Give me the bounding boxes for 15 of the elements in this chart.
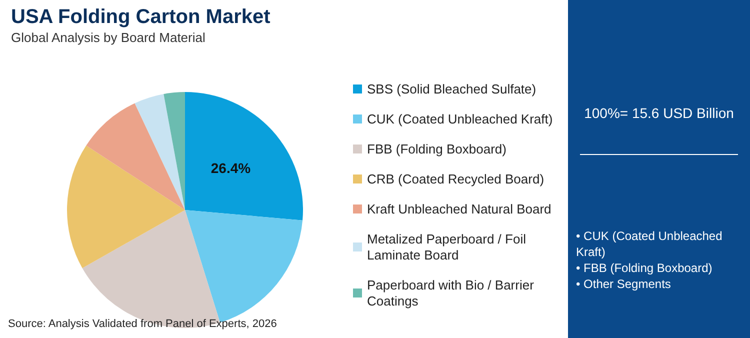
legend-label: Metalized Paperboard / Foil Laminate Board — [367, 232, 530, 262]
legend-label: SBS (Solid Bleached Sulfate) — [367, 82, 536, 96]
chart-subtitle: Global Analysis by Board Material — [11, 30, 206, 45]
data-label: 26.4% — [210, 160, 252, 176]
source-note: Source: Analysis Validated from Panel of Experts, 2026 — [8, 318, 277, 330]
legend-label: CRB (Coated Recycled Board) — [367, 172, 544, 186]
text: • FBB (Folding Boxboard) — [576, 260, 714, 276]
legend-label: Kraft Unbleached Natural Board — [367, 202, 552, 216]
chart-title: USA Folding Carton Market — [11, 6, 271, 28]
text: 100%= 15.6 USD Billion — [583, 105, 735, 121]
legend-label: CUK (Coated Unbleached Kraft) — [367, 112, 553, 126]
legend-label: Paperboard with Bio / Barrier Coatings — [367, 278, 538, 308]
legend-label: FBB (Folding Boxboard) — [367, 142, 506, 156]
text: • Other Segments — [576, 276, 672, 292]
text: • CUK (Coated Unbleached Kraft) — [576, 228, 724, 260]
